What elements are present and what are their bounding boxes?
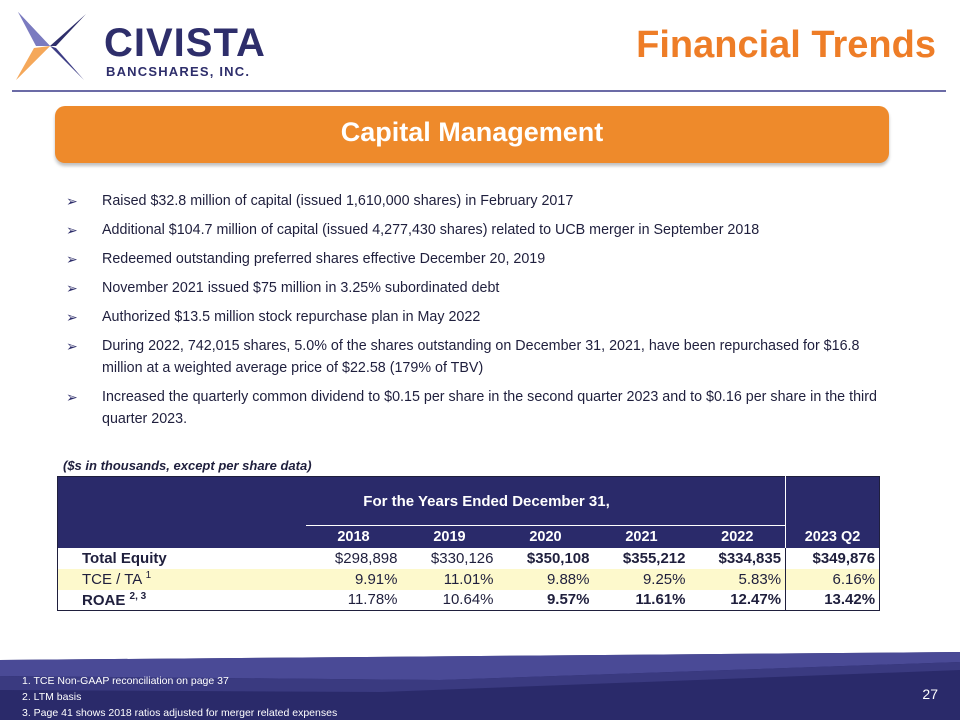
table-caption: ($s in thousands, except per share data)	[63, 458, 312, 473]
table-cell: 11.78%	[347, 591, 398, 609]
arrow-bullet-icon: ➢	[66, 309, 78, 325]
page-title: Financial Trends	[636, 24, 936, 66]
logo-subtitle: BANCSHARES, INC.	[106, 64, 251, 79]
company-logo: CIVISTA BANCSHARES, INC.	[12, 10, 265, 82]
row-label: Total Equity	[58, 548, 306, 569]
bullet-text: Increased the quarterly common dividend …	[102, 389, 877, 427]
table-cell: $350,108	[526, 549, 590, 567]
row-label-text: ROAE	[82, 591, 126, 609]
list-item: ➢ Additional $104.7 million of capital (i…	[66, 219, 886, 241]
table-cell: $298,898	[334, 549, 398, 567]
arrow-bullet-icon: ➢	[66, 222, 78, 238]
bullet-text: Authorized $13.5 million stock repurchas…	[102, 309, 481, 325]
row-label: ROAE 2, 3	[58, 590, 306, 611]
column-header-2019: 2019	[401, 525, 498, 548]
section-title: Capital Management	[340, 117, 604, 147]
bullet-text: During 2022, 742,015 shares, 5.0% of the…	[102, 338, 860, 376]
row-label-text: TCE / TA	[82, 571, 142, 588]
table-cell: $334,835	[718, 549, 782, 567]
financial-table: For the Years Ended December 31, 2023 Q2…	[57, 476, 881, 611]
table-cell: $349,876	[785, 547, 880, 569]
footnote-ref: 1	[145, 570, 152, 581]
list-item: ➢ Authorized $13.5 million stock repurcha…	[66, 306, 886, 328]
table-cell: 9.57%	[546, 591, 590, 609]
civista-star-icon	[16, 12, 86, 80]
table-cell: 9.25%	[593, 568, 690, 590]
title-divider	[12, 90, 946, 92]
table-cell: 13.42%	[785, 589, 880, 611]
column-header-2018: 2018	[305, 525, 402, 548]
footnotes: 1. TCE Non-GAAP reconciliation on page 3…	[22, 673, 337, 720]
table-cell: $355,212	[622, 549, 686, 567]
header-blank	[57, 525, 306, 548]
table-cell: 10.64%	[442, 591, 494, 609]
table-cell: 5.83%	[689, 568, 786, 590]
row-label: TCE / TA 1	[57, 568, 306, 590]
arrow-bullet-icon: ➢	[66, 251, 78, 267]
footer-band	[0, 652, 960, 720]
table-cell: 11.61%	[635, 591, 686, 609]
arrow-bullet-icon: ➢	[66, 193, 78, 209]
bullet-text: Additional $104.7 million of capital (is…	[102, 222, 760, 238]
list-item: ➢ Increased the quarterly common dividend…	[66, 386, 886, 430]
footnote: 1. TCE Non-GAAP reconciliation on page 3…	[22, 675, 229, 687]
table-cell: 9.88%	[497, 568, 594, 590]
list-item: ➢ Raised $32.8 million of capital (issued…	[66, 190, 886, 212]
list-item: ➢ During 2022, 742,015 shares, 5.0% of th…	[66, 335, 886, 379]
table-cell: 6.16%	[785, 568, 880, 590]
column-header-2020: 2020	[497, 525, 594, 548]
column-header-2021: 2021	[593, 525, 690, 548]
bullet-text: Raised $32.8 million of capital (issued …	[102, 193, 574, 209]
footnote: 2. LTM basis	[22, 691, 82, 703]
table-row: TCE / TA 1 9.91% 11.01% 9.88% 9.25% 5.83…	[57, 568, 880, 590]
table-row: Total Equity $298,898 $330,126 $350,108 …	[58, 547, 880, 569]
period-header: For the Years Ended December 31,	[57, 476, 786, 526]
list-item: ➢ Redeemed outstanding preferred shares e…	[66, 248, 886, 270]
arrow-bullet-icon: ➢	[66, 338, 78, 354]
arrow-bullet-icon: ➢	[66, 389, 78, 405]
page-number: 27	[922, 686, 938, 702]
table-cell: $330,126	[430, 549, 494, 567]
table-cell: 11.01%	[401, 568, 498, 590]
column-header-2023-q2: 2023 Q2	[785, 476, 880, 548]
list-item: ➢ November 2021 issued $75 million in 3.2…	[66, 277, 886, 299]
table-cell: 12.47%	[730, 591, 782, 609]
table-cell: 9.91%	[305, 568, 402, 590]
logo-name: CIVISTA	[104, 21, 266, 65]
section-banner: Capital Management	[55, 106, 889, 163]
footnote: 3. Page 41 shows 2018 ratios adjusted fo…	[22, 707, 338, 719]
bullet-text: Redeemed outstanding preferred shares ef…	[102, 251, 546, 267]
column-header-2022: 2022	[689, 525, 786, 548]
row-label-text: Total Equity	[82, 549, 167, 567]
table-row: ROAE 2, 3 11.78% 10.64% 9.57% 11.61% 12.…	[58, 589, 880, 611]
bullet-list: ➢ Raised $32.8 million of capital (issued…	[66, 190, 886, 437]
bullet-text: November 2021 issued $75 million in 3.25…	[102, 280, 500, 296]
footnote-ref: 2, 3	[129, 590, 147, 602]
arrow-bullet-icon: ➢	[66, 280, 78, 296]
